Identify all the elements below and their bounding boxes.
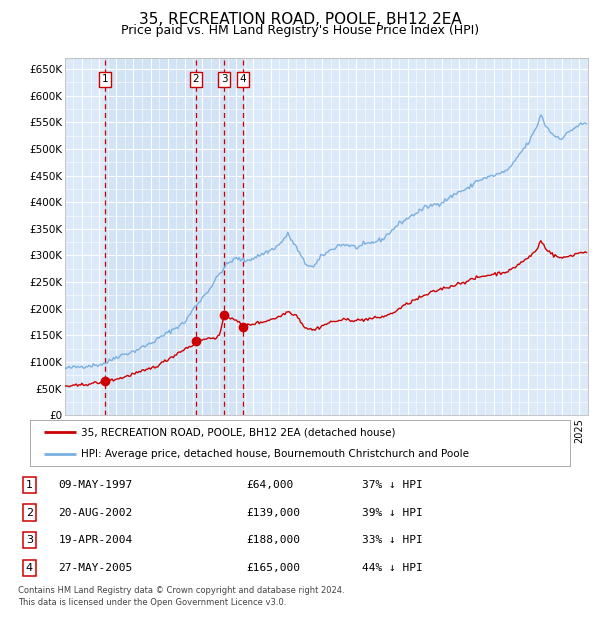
Text: Price paid vs. HM Land Registry's House Price Index (HPI): Price paid vs. HM Land Registry's House … bbox=[121, 24, 479, 37]
Text: £64,000: £64,000 bbox=[247, 480, 294, 490]
Text: 35, RECREATION ROAD, POOLE, BH12 2EA: 35, RECREATION ROAD, POOLE, BH12 2EA bbox=[139, 12, 461, 27]
Text: 3: 3 bbox=[221, 74, 227, 84]
Bar bbox=[105, 58, 243, 415]
Text: 44% ↓ HPI: 44% ↓ HPI bbox=[362, 563, 423, 573]
Text: 20-AUG-2002: 20-AUG-2002 bbox=[58, 508, 133, 518]
Text: 27-MAY-2005: 27-MAY-2005 bbox=[58, 563, 133, 573]
Text: 37% ↓ HPI: 37% ↓ HPI bbox=[362, 480, 423, 490]
Text: 33% ↓ HPI: 33% ↓ HPI bbox=[362, 535, 423, 545]
Text: 2: 2 bbox=[193, 74, 199, 84]
Text: HPI: Average price, detached house, Bournemouth Christchurch and Poole: HPI: Average price, detached house, Bour… bbox=[82, 449, 469, 459]
Text: 1: 1 bbox=[26, 480, 33, 490]
Text: 2: 2 bbox=[26, 508, 33, 518]
Text: £165,000: £165,000 bbox=[247, 563, 301, 573]
Text: 35, RECREATION ROAD, POOLE, BH12 2EA (detached house): 35, RECREATION ROAD, POOLE, BH12 2EA (de… bbox=[82, 427, 396, 437]
Text: £139,000: £139,000 bbox=[247, 508, 301, 518]
Text: Contains HM Land Registry data © Crown copyright and database right 2024.: Contains HM Land Registry data © Crown c… bbox=[18, 586, 344, 595]
Text: 4: 4 bbox=[26, 563, 33, 573]
Text: 4: 4 bbox=[240, 74, 247, 84]
Text: This data is licensed under the Open Government Licence v3.0.: This data is licensed under the Open Gov… bbox=[18, 598, 286, 607]
Text: 19-APR-2004: 19-APR-2004 bbox=[58, 535, 133, 545]
Text: 09-MAY-1997: 09-MAY-1997 bbox=[58, 480, 133, 490]
Text: 3: 3 bbox=[26, 535, 33, 545]
Text: £188,000: £188,000 bbox=[247, 535, 301, 545]
Text: 1: 1 bbox=[102, 74, 109, 84]
Text: 39% ↓ HPI: 39% ↓ HPI bbox=[362, 508, 423, 518]
